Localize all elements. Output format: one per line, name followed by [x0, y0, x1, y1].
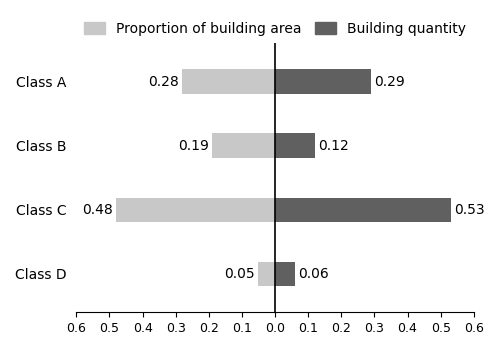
Text: 0.05: 0.05: [224, 267, 255, 281]
Bar: [275, 262, 295, 286]
Bar: [182, 69, 275, 94]
Text: 0.29: 0.29: [374, 75, 405, 89]
Bar: [212, 133, 275, 158]
Bar: [275, 69, 371, 94]
Legend: Proportion of building area, Building quantity: Proportion of building area, Building qu…: [77, 15, 473, 43]
Text: 0.53: 0.53: [454, 203, 484, 217]
Text: 0.48: 0.48: [82, 203, 113, 217]
Bar: [275, 133, 315, 158]
Text: 0.12: 0.12: [318, 139, 349, 153]
Bar: [116, 197, 275, 222]
Bar: [258, 262, 275, 286]
Bar: [275, 197, 450, 222]
Text: 0.28: 0.28: [148, 75, 179, 89]
Text: 0.19: 0.19: [178, 139, 209, 153]
Text: 0.06: 0.06: [298, 267, 329, 281]
